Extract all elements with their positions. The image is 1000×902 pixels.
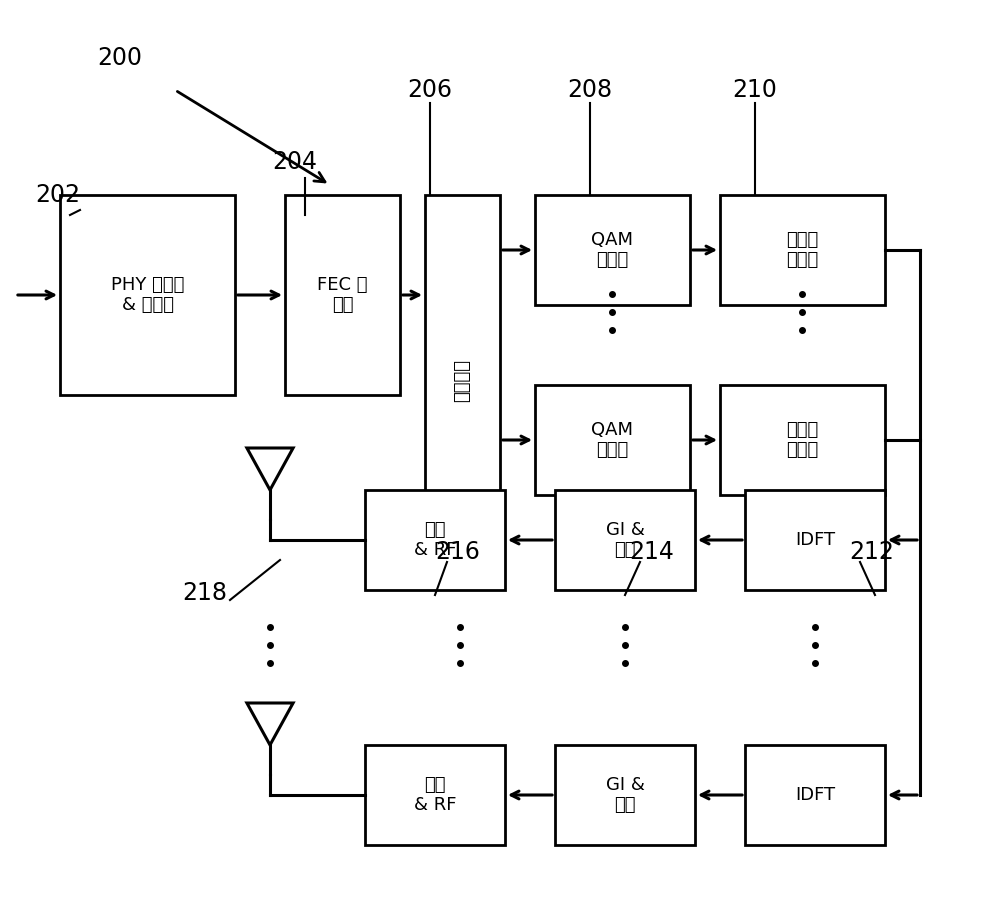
Text: 214: 214 — [630, 540, 674, 564]
Bar — [555, 490, 695, 590]
Text: 210: 210 — [733, 78, 777, 102]
Text: IDFT: IDFT — [795, 786, 835, 804]
Bar — [365, 490, 505, 590]
Bar — [285, 195, 400, 395]
Bar — [535, 385, 690, 495]
Bar — [60, 195, 235, 395]
Text: 202: 202 — [36, 183, 80, 207]
Text: IDFT: IDFT — [795, 531, 835, 549]
Text: 204: 204 — [272, 150, 318, 174]
Text: 212: 212 — [850, 540, 894, 564]
Text: QAM
映射器: QAM 映射器 — [592, 231, 634, 270]
Text: 流解析器: 流解析器 — [454, 358, 472, 401]
Text: 子载波
映射器: 子载波 映射器 — [786, 231, 819, 270]
Bar — [720, 385, 885, 495]
Text: FEC 编
码器: FEC 编 码器 — [317, 276, 368, 315]
Bar — [720, 195, 885, 305]
Text: 208: 208 — [567, 78, 613, 102]
Text: PHY 层填充
& 加扰器: PHY 层填充 & 加扰器 — [111, 276, 184, 315]
Bar — [745, 745, 885, 845]
Bar — [535, 195, 690, 305]
Text: 206: 206 — [408, 78, 452, 102]
Text: GI &
整形: GI & 整形 — [606, 520, 644, 559]
Bar — [425, 195, 500, 565]
Bar — [555, 745, 695, 845]
Text: 子载波
映射器: 子载波 映射器 — [786, 420, 819, 459]
Text: 218: 218 — [182, 581, 228, 605]
Text: QAM
映射器: QAM 映射器 — [592, 420, 634, 459]
Bar — [745, 490, 885, 590]
Text: GI &
整形: GI & 整形 — [606, 776, 644, 815]
Text: 216: 216 — [436, 540, 480, 564]
Text: 模拟
& RF: 模拟 & RF — [414, 776, 456, 815]
Text: 模拟
& RF: 模拟 & RF — [414, 520, 456, 559]
Text: 200: 200 — [98, 46, 143, 70]
Bar — [365, 745, 505, 845]
